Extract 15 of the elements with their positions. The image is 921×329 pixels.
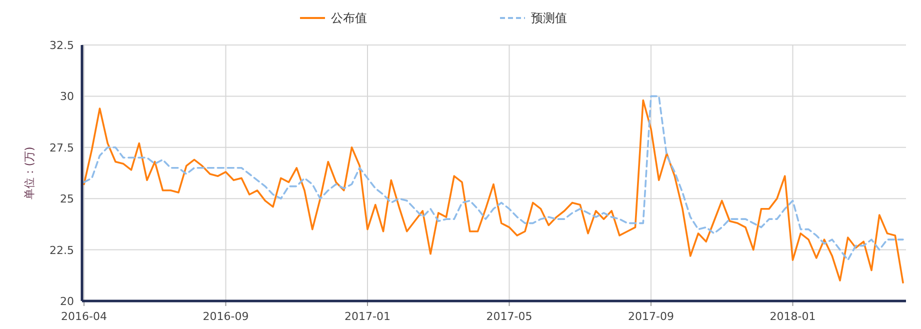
y-tick-label: 30 bbox=[60, 90, 74, 104]
legend-label: 公布值 bbox=[331, 11, 367, 25]
legend-label: 预测值 bbox=[531, 11, 567, 25]
x-tick-label: 2017-01 bbox=[344, 310, 390, 323]
y-tick-label: 22.5 bbox=[50, 244, 74, 257]
x-tick-label: 2017-09 bbox=[628, 310, 674, 323]
x-tick-label: 2017-05 bbox=[486, 310, 532, 323]
y-tick-label: 20 bbox=[60, 295, 74, 308]
x-tick-label: 2016-04 bbox=[61, 310, 107, 323]
y-axis-title: 单位：(万) bbox=[23, 146, 36, 200]
y-tick-label: 32.5 bbox=[50, 39, 74, 52]
y-tick-label: 25 bbox=[60, 192, 74, 206]
y-tick-label: 27.5 bbox=[50, 141, 74, 154]
x-tick-label: 2018-01 bbox=[770, 310, 816, 323]
x-tick-label: 2016-09 bbox=[202, 310, 249, 323]
